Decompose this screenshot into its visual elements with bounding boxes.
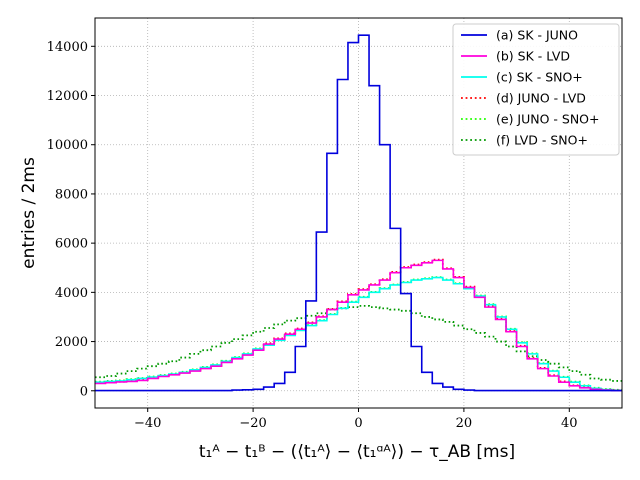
y-tick-label: 8000 xyxy=(55,187,88,202)
y-tick-label: 4000 xyxy=(55,286,88,301)
grid-lines xyxy=(95,18,622,408)
x-tick-label: 40 xyxy=(561,416,578,431)
legend-entry-c: (c) SK - SNO+ xyxy=(461,70,583,85)
legend-label-a: (a) SK - JUNO xyxy=(496,28,578,43)
legend: (a) SK - JUNO (b) SK - LVD (c) SK - SNO+… xyxy=(452,23,620,156)
legend-label-b: (b) SK - LVD xyxy=(496,49,570,64)
legend-entry-f: (f) LVD - SNO+ xyxy=(461,133,588,148)
legend-entry-a: (a) SK - JUNO xyxy=(461,28,578,43)
legend-label-d: (d) JUNO - LVD xyxy=(496,91,586,106)
y-tick-label: 6000 xyxy=(55,237,88,252)
legend-label-e: (e) JUNO - SNO+ xyxy=(496,112,600,127)
y-axis-label: entries / 2ms xyxy=(19,157,39,269)
legend-entry-b: (b) SK - LVD xyxy=(461,49,570,64)
legend-box xyxy=(452,23,620,156)
x-tick-label: −40 xyxy=(134,416,161,431)
y-tick-label: 0 xyxy=(80,384,88,399)
y-tick-label: 14000 xyxy=(47,40,88,55)
y-tick-label: 2000 xyxy=(55,335,88,350)
legend-label-c: (c) SK - SNO+ xyxy=(496,70,583,85)
y-tick-label: 10000 xyxy=(47,138,88,153)
series-layer xyxy=(95,34,622,392)
x-tick-label: 0 xyxy=(354,416,362,431)
series-b-line xyxy=(95,259,622,392)
legend-label-f: (f) LVD - SNO+ xyxy=(496,133,588,148)
legend-entry-d: (d) JUNO - LVD xyxy=(461,91,586,106)
x-axis-label: t₁ᴬ − t₁ᴮ − (⟨t₁ᴬ⟩ − ⟨t₁ᵅᴬ⟩) − τ_AB [ms] xyxy=(199,442,515,462)
x-tick-label: 20 xyxy=(456,416,473,431)
x-tick-label: −20 xyxy=(239,416,266,431)
legend-entry-e: (e) JUNO - SNO+ xyxy=(461,112,600,127)
series-f-line xyxy=(95,304,622,382)
series-a-line xyxy=(95,34,622,392)
axis-ticks: −40 −20 0 20 40 0 2000 4000 6000 8000 10000 12000 14… xyxy=(47,40,578,431)
y-tick-label: 12000 xyxy=(47,89,88,104)
